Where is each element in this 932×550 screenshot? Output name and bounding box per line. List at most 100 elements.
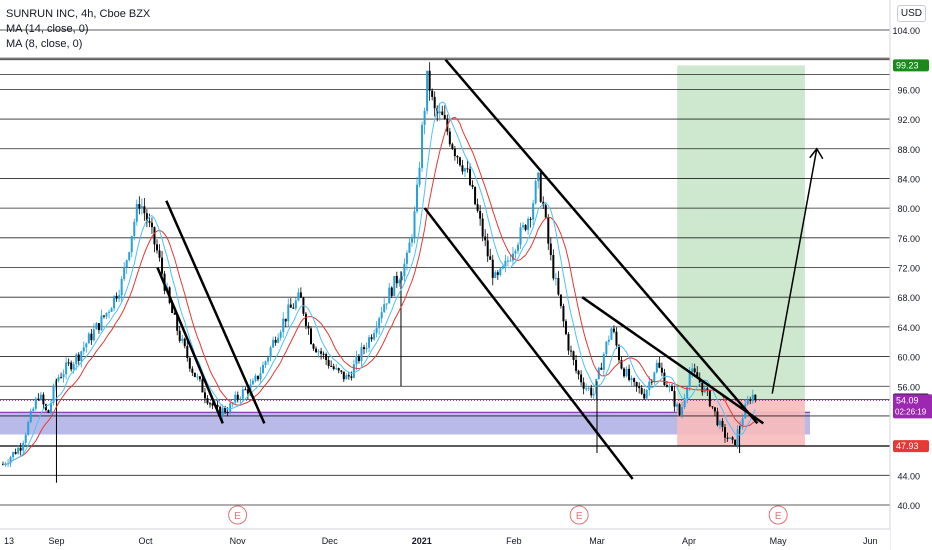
candle-body — [337, 368, 340, 371]
candle-body — [658, 362, 661, 368]
candle-body — [292, 307, 295, 309]
candle-body — [617, 345, 620, 361]
candle-body — [385, 303, 388, 305]
candle-body — [471, 184, 474, 187]
candle-body — [673, 390, 676, 407]
countdown-label: 02:26:19 — [895, 407, 927, 416]
candle-body — [660, 367, 663, 373]
candle-body — [226, 412, 229, 414]
price-tick-label: 40.00 — [897, 501, 920, 511]
candle-body — [49, 402, 52, 413]
candle-body — [304, 313, 307, 326]
candle-body — [52, 385, 55, 403]
candle-body — [686, 387, 689, 399]
candle-body — [186, 346, 189, 359]
target-price-label: 99.23 — [896, 60, 919, 70]
candle-body — [325, 354, 328, 360]
time-axis-bg — [0, 529, 890, 550]
candle-body — [539, 172, 542, 202]
candle-body — [264, 361, 267, 365]
candle-body — [625, 368, 628, 377]
candle-body — [612, 328, 615, 332]
candle-body — [360, 347, 363, 362]
candle-body — [670, 386, 673, 391]
candle-body — [158, 250, 161, 258]
candle-body — [133, 221, 136, 236]
ma14-legend[interactable]: MA (14, close, 0) — [6, 23, 89, 35]
candle-body — [433, 96, 436, 109]
candle-body — [188, 358, 191, 369]
candle-body — [368, 337, 371, 348]
candle-body — [115, 295, 118, 299]
candle-body — [17, 447, 20, 454]
candle-body — [718, 420, 721, 426]
candle-body — [70, 362, 73, 370]
candle-body — [486, 240, 489, 257]
candle-body — [388, 287, 391, 304]
candle-body — [605, 341, 608, 354]
time-tick-label: 2021 — [412, 536, 432, 546]
candle-body — [514, 250, 517, 254]
candle-body — [633, 378, 636, 383]
candle-body — [95, 323, 98, 330]
candle-body — [82, 347, 85, 352]
price-tick-label: 64.00 — [897, 323, 920, 333]
candle-body — [239, 398, 242, 400]
candle-body — [499, 268, 502, 275]
earnings-label: E — [576, 511, 583, 522]
candle-body — [67, 362, 70, 364]
time-tick-label: 13 — [4, 536, 14, 546]
candle-body — [708, 390, 711, 407]
candle-body — [27, 422, 30, 435]
candle-body — [34, 398, 37, 409]
candle-body — [557, 277, 560, 295]
candle-body — [203, 392, 206, 399]
candle-body — [547, 217, 550, 244]
candle-body — [549, 243, 552, 256]
candle-body — [653, 372, 656, 382]
chart-title[interactable]: SUNRUN INC, 4h, Cboe BZX — [6, 8, 151, 20]
candle-body — [120, 278, 123, 296]
candle-body — [60, 377, 63, 379]
candle-body — [375, 328, 378, 334]
candle-body — [408, 242, 411, 253]
candle-body — [479, 210, 482, 219]
price-tick-label: 104.00 — [892, 26, 920, 36]
earnings-label: E — [775, 511, 782, 522]
candle-body — [448, 131, 451, 145]
candle-body — [663, 372, 666, 386]
candle-body — [489, 256, 492, 260]
candle-body — [118, 295, 121, 299]
candle-body — [352, 364, 355, 378]
candle-body — [322, 353, 325, 355]
candle-body — [587, 387, 590, 389]
candle-body — [466, 168, 469, 170]
candle-body — [183, 338, 186, 347]
currency-button[interactable]: USD — [896, 5, 926, 22]
candle-body — [350, 376, 353, 378]
ma8-legend[interactable]: MA (8, close, 0) — [6, 38, 83, 50]
candle-body — [128, 252, 131, 261]
candle-body — [312, 344, 315, 349]
candle-body — [123, 267, 126, 279]
candle-body — [211, 403, 214, 406]
candle-body — [645, 389, 648, 399]
candle-body — [85, 343, 88, 348]
candle-body — [648, 381, 651, 390]
price-axis: 40.00 44.00 56.00 60.00 64.00 68.00 72.00 76.00… — [889, 0, 932, 550]
candle-body — [453, 148, 456, 157]
earnings-marker — [228, 505, 248, 525]
time-tick-label: Sep — [48, 536, 64, 546]
candle-body — [206, 398, 209, 404]
ma14-line — [2, 116, 756, 465]
candle-body — [537, 172, 540, 182]
target-zone — [677, 65, 805, 400]
candle-body — [623, 368, 626, 377]
candle-body — [125, 260, 128, 268]
candle-body — [234, 394, 237, 403]
candle-body — [463, 168, 466, 172]
candle-body — [630, 378, 633, 380]
candle-body — [347, 375, 350, 377]
candle-body — [262, 364, 265, 374]
